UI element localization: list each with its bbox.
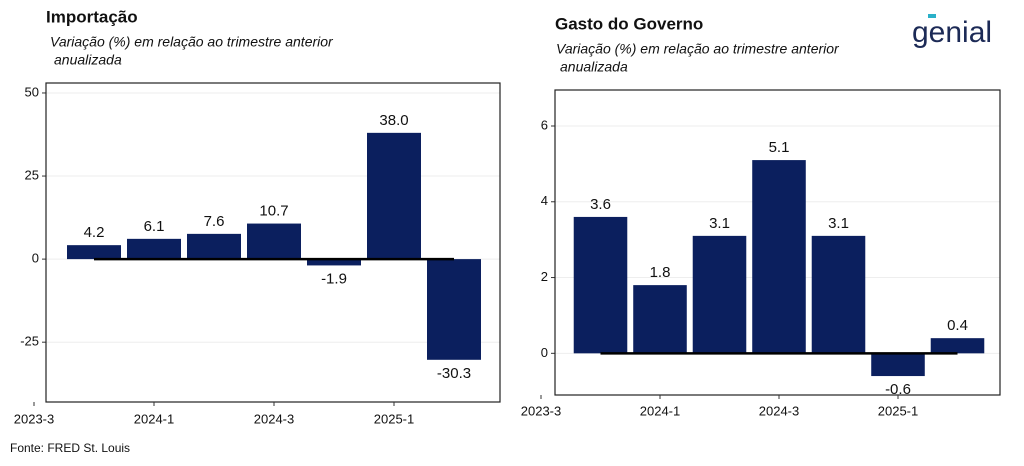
value-label: 7.6 xyxy=(204,213,225,230)
bar xyxy=(930,338,985,354)
x-tick-label: 2024-3 xyxy=(759,403,799,418)
y-tick-label: 4 xyxy=(541,193,548,208)
bar xyxy=(127,238,181,260)
value-label: 6.1 xyxy=(144,218,165,235)
bar xyxy=(633,285,687,354)
value-label: 10.7 xyxy=(259,203,288,220)
y-tick-label: 0 xyxy=(541,345,548,360)
value-label: -30.3 xyxy=(437,365,471,382)
logo: genial xyxy=(912,16,992,49)
bar xyxy=(187,233,241,260)
chart-subtitle: anualizada xyxy=(54,52,122,68)
x-tick-label: 2023-3 xyxy=(14,411,54,426)
plot-frame xyxy=(554,89,1001,396)
value-label: 3.1 xyxy=(709,215,730,232)
x-tick-label: 2024-3 xyxy=(254,411,294,426)
y-tick-label: 50 xyxy=(25,84,39,99)
value-label: -1.9 xyxy=(321,270,347,287)
value-label: 0.4 xyxy=(947,317,968,334)
bar xyxy=(573,216,628,354)
value-label: 1.8 xyxy=(650,264,671,281)
x-tick-label: 2024-1 xyxy=(640,403,680,418)
y-tick-label: 25 xyxy=(25,167,39,182)
value-label: 5.1 xyxy=(769,139,790,156)
bar xyxy=(871,353,925,377)
bar xyxy=(427,259,481,360)
y-tick-label: 2 xyxy=(541,269,548,284)
source: Fonte: FRED St. Louis xyxy=(10,441,130,455)
chart-title: Importação xyxy=(46,7,138,26)
value-label: 38.0 xyxy=(379,112,408,129)
bar xyxy=(367,132,421,260)
chart-title: Gasto do Governo xyxy=(555,14,703,33)
value-label: 3.6 xyxy=(590,196,611,213)
y-tick-label: 0 xyxy=(32,251,39,266)
value-label: 3.1 xyxy=(828,215,849,232)
bar xyxy=(247,223,301,260)
chart-subtitle: Variação (%) em relação ao trimestre ant… xyxy=(50,34,334,50)
bar xyxy=(67,245,121,260)
x-tick-label: 2024-1 xyxy=(134,411,174,426)
plot-frame xyxy=(45,82,501,403)
x-tick-label: 2023-3 xyxy=(521,403,561,418)
y-tick-label: -25 xyxy=(20,334,39,349)
y-tick-label: 6 xyxy=(541,117,548,132)
bar xyxy=(692,235,747,354)
bar xyxy=(811,235,866,354)
x-tick-label: 2025-1 xyxy=(374,411,414,426)
bar xyxy=(307,259,361,266)
logo-accent xyxy=(928,14,936,18)
chart-subtitle: anualizada xyxy=(560,59,628,75)
x-tick-label: 2025-1 xyxy=(878,403,918,418)
value-label: 4.2 xyxy=(84,224,105,241)
value-label: -0.6 xyxy=(885,381,911,398)
bar xyxy=(752,160,806,354)
chart-subtitle: Variação (%) em relação ao trimestre ant… xyxy=(556,41,840,57)
